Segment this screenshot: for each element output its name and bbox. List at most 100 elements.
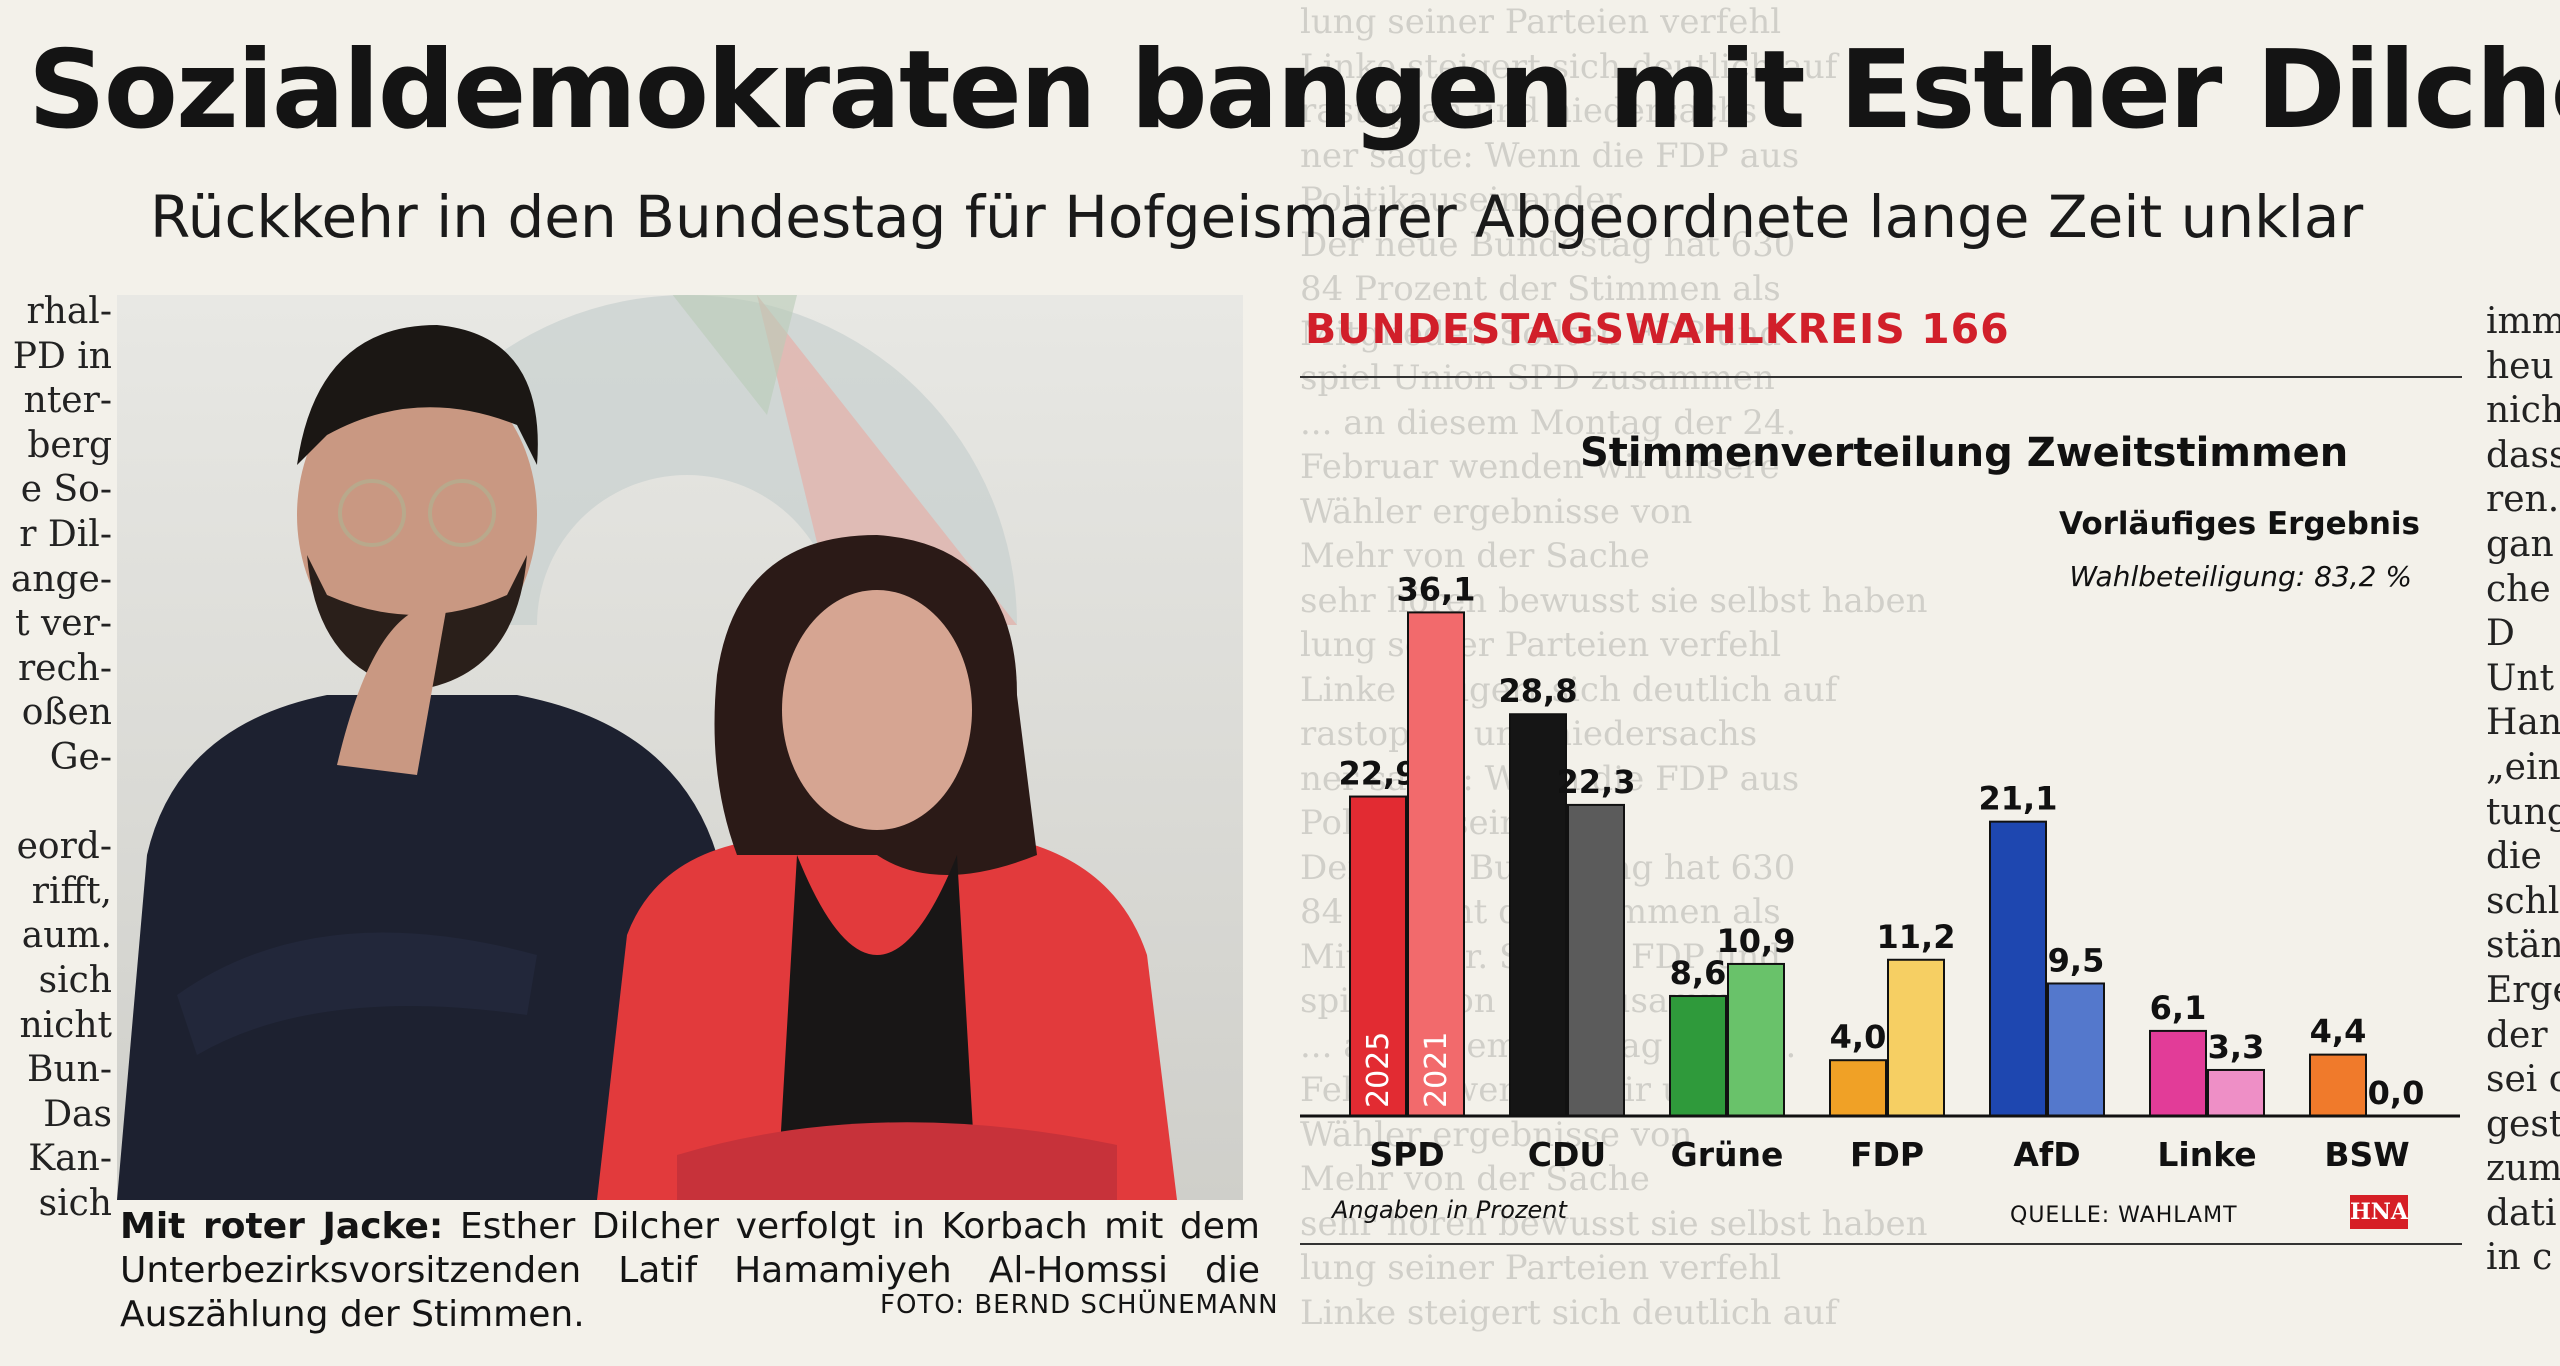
- divider-top: [1300, 376, 2462, 378]
- bar-grüne-2021: [1727, 962, 1785, 1117]
- left-column-line: [0, 781, 112, 826]
- right-column-line: schl: [2486, 880, 2560, 922]
- category-label: FDP: [1850, 1135, 1924, 1174]
- right-column-line: imm: [2486, 301, 2560, 342]
- right-column-line: der: [2486, 1014, 2548, 1056]
- left-column-line: nicht: [19, 1004, 112, 1046]
- right-column-line: ren.: [2486, 479, 2560, 521]
- chart-note: Angaben in Prozent: [1332, 1196, 1567, 1224]
- right-column-line: dass: [2486, 434, 2560, 476]
- bleed-line: lung seiner Parteien verfehl: [1300, 1248, 1782, 1288]
- value-label: 4,0: [1830, 1018, 1887, 1056]
- bleed-line: spiel Union SPD zusammen: [1300, 358, 1775, 398]
- chart-turnout: Wahlbeteiligung: 83,2 %: [2069, 560, 2412, 593]
- value-label: 0,0: [2368, 1074, 2425, 1112]
- category-label: AfD: [2013, 1135, 2080, 1174]
- left-column-line: Bun-: [27, 1049, 112, 1091]
- left-column-line: oßen: [21, 692, 112, 734]
- right-column-text: imm heu nich dass ren. gan che D Unt Han „ein tung d…: [2486, 300, 2560, 1281]
- category-label: Grüne: [1671, 1135, 1784, 1174]
- value-label: 9,5: [2048, 941, 2105, 979]
- value-label: 10,9: [1717, 922, 1796, 960]
- chart-district-label: BUNDESTAGSWAHLKREIS 166: [1305, 305, 2010, 353]
- series-year-label: 2025: [1361, 1032, 1396, 1108]
- bar-grüne-2025: [1669, 995, 1727, 1118]
- chart-source: QUELLE: WAHLAMT: [2010, 1203, 2238, 1228]
- value-label: 36,1: [1397, 570, 1476, 608]
- value-label: 22,9: [1339, 755, 1418, 793]
- right-column-line: Erge: [2486, 969, 2560, 1011]
- bar-linke-2021: [2207, 1068, 2265, 1118]
- category-label: CDU: [1528, 1135, 1606, 1174]
- left-column-line: aum.: [21, 915, 112, 957]
- value-label: 3,3: [2208, 1028, 2265, 1066]
- right-column-line: „ein: [2486, 746, 2560, 788]
- subheadline: Rückkehr in den Bundestag für Hofgeismar…: [150, 183, 2364, 251]
- chart-title: Stimmenverteilung Zweitstimmen: [1580, 430, 2349, 476]
- right-column-line: heu: [2486, 345, 2554, 387]
- bar-bsw-2025: [2309, 1053, 2367, 1117]
- value-label: 6,1: [2150, 989, 2207, 1027]
- right-column-line: sei c: [2486, 1059, 2560, 1101]
- bar-afd-2021: [2047, 982, 2105, 1117]
- right-column-line: nich: [2486, 390, 2560, 432]
- left-column-line: e So-: [20, 469, 112, 511]
- headline: Sozialdemokraten bangen mit Esther Dilch…: [28, 28, 2560, 153]
- bar-cdu-2025: [1509, 713, 1567, 1117]
- left-column-line: rech-: [17, 647, 112, 689]
- right-column-line: die: [2486, 836, 2542, 878]
- series-year-label: 2021: [1419, 1032, 1454, 1108]
- right-column-line: tung: [2486, 791, 2560, 833]
- right-column-line: D: [2486, 613, 2515, 655]
- left-column-line: r Dil-: [19, 513, 112, 555]
- left-column-line: Kan-: [28, 1138, 112, 1180]
- bleed-line: Linke steigert sich deutlich auf: [1300, 1292, 1838, 1333]
- photo-caption: Mit roter Jacke: Esther Dilcher verfolgt…: [120, 1205, 1260, 1337]
- right-column-line: che: [2486, 568, 2551, 610]
- value-label: 11,2: [1877, 918, 1956, 956]
- bar-cdu-2021: [1567, 803, 1625, 1117]
- caption-body: Esther Dilcher verfolgt in Korbach mit d…: [120, 1206, 1260, 1335]
- category-label: Linke: [2157, 1135, 2256, 1174]
- right-column-line: stän: [2486, 925, 2560, 967]
- left-column-line: t ver-: [15, 603, 112, 645]
- left-column-line: rhal-: [26, 291, 112, 332]
- left-column-line: Das: [43, 1093, 112, 1135]
- right-column-line: in c: [2486, 1237, 2553, 1279]
- left-column-line: nter-: [23, 380, 112, 422]
- right-column-line: Han: [2486, 702, 2560, 744]
- left-column-line: ange-: [10, 558, 112, 600]
- left-column-line: eord-: [16, 826, 112, 868]
- left-column-line: sich: [38, 959, 112, 1001]
- left-column-line: Ge-: [49, 736, 112, 778]
- bar-afd-2025: [1989, 820, 2047, 1117]
- bar-fdp-2025: [1829, 1059, 1887, 1118]
- photo-illustration: [117, 295, 1243, 1200]
- bar-fdp-2021: [1887, 958, 1945, 1118]
- chart-subtitle: Vorläufiges Ergebnis: [2059, 506, 2420, 542]
- left-column-line: sich: [38, 1182, 112, 1224]
- category-label: SPD: [1369, 1135, 1444, 1174]
- category-label: BSW: [2324, 1135, 2409, 1174]
- bar-linke-2025: [2149, 1029, 2207, 1118]
- article-photo: [117, 295, 1243, 1200]
- hna-logo: HNA: [2350, 1195, 2408, 1229]
- value-label: 22,3: [1557, 763, 1636, 801]
- right-column-line: dati: [2486, 1192, 2557, 1234]
- left-column-line: berg: [27, 424, 112, 466]
- right-column-line: zum: [2486, 1148, 2560, 1190]
- left-column-line: PD in: [12, 335, 112, 377]
- value-label: 4,4: [2310, 1013, 2367, 1051]
- right-column-line: gest: [2486, 1103, 2560, 1145]
- left-column-line: rifft,: [31, 870, 112, 912]
- right-column-line: Unt: [2486, 657, 2554, 699]
- value-label: 21,1: [1979, 780, 2058, 818]
- bar-spd-2021: [1407, 611, 1465, 1117]
- divider-bottom: [1300, 1243, 2462, 1245]
- value-label: 28,8: [1499, 672, 1578, 710]
- caption-lead: Mit roter Jacke:: [120, 1206, 444, 1247]
- bar-chart: 22,9 2025 36,1 2021 SPD 28,8 22,3 CDU 8,610,9 Grü…: [1300, 570, 2460, 1174]
- left-column-text: rhal- PD in nter-berg e So-r Dil-ange-t ver…: [0, 290, 112, 1226]
- value-label: 8,6: [1670, 954, 1727, 992]
- photo-credit: FOTO: BERND SCHÜNEMANN: [880, 1290, 1279, 1320]
